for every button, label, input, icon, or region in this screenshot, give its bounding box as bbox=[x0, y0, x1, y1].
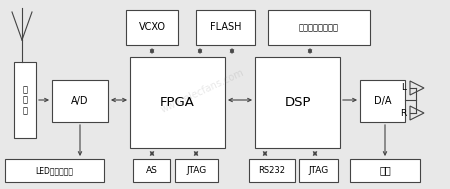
Bar bbox=[130, 57, 225, 148]
Text: D/A: D/A bbox=[374, 96, 391, 106]
Text: R: R bbox=[400, 108, 406, 118]
Text: DSP: DSP bbox=[284, 96, 311, 109]
Bar bbox=[249, 159, 295, 182]
Text: FLASH: FLASH bbox=[210, 22, 241, 33]
Text: www.elecfans.com: www.elecfans.com bbox=[159, 67, 246, 114]
Text: L: L bbox=[401, 84, 406, 92]
Text: FPGA: FPGA bbox=[160, 96, 195, 109]
Bar bbox=[350, 159, 420, 182]
Text: LED等测试接口: LED等测试接口 bbox=[36, 166, 73, 175]
Text: RS232: RS232 bbox=[258, 166, 285, 175]
Bar bbox=[5, 159, 104, 182]
Bar bbox=[196, 10, 255, 45]
Bar bbox=[14, 62, 36, 138]
Text: AS: AS bbox=[145, 166, 157, 175]
Text: 按键、液晶显示等: 按键、液晶显示等 bbox=[299, 23, 339, 32]
Bar bbox=[268, 10, 370, 45]
Bar bbox=[299, 159, 338, 182]
Bar bbox=[126, 10, 178, 45]
Text: 电源: 电源 bbox=[379, 166, 391, 176]
Bar bbox=[255, 57, 340, 148]
Text: VCXO: VCXO bbox=[139, 22, 166, 33]
Bar bbox=[175, 159, 218, 182]
Text: 高
频
头: 高 频 头 bbox=[22, 85, 27, 115]
Bar bbox=[52, 80, 108, 122]
Text: A/D: A/D bbox=[71, 96, 89, 106]
Bar bbox=[133, 159, 170, 182]
Text: JTAG: JTAG bbox=[308, 166, 328, 175]
Text: JTAG: JTAG bbox=[186, 166, 207, 175]
Bar bbox=[360, 80, 405, 122]
